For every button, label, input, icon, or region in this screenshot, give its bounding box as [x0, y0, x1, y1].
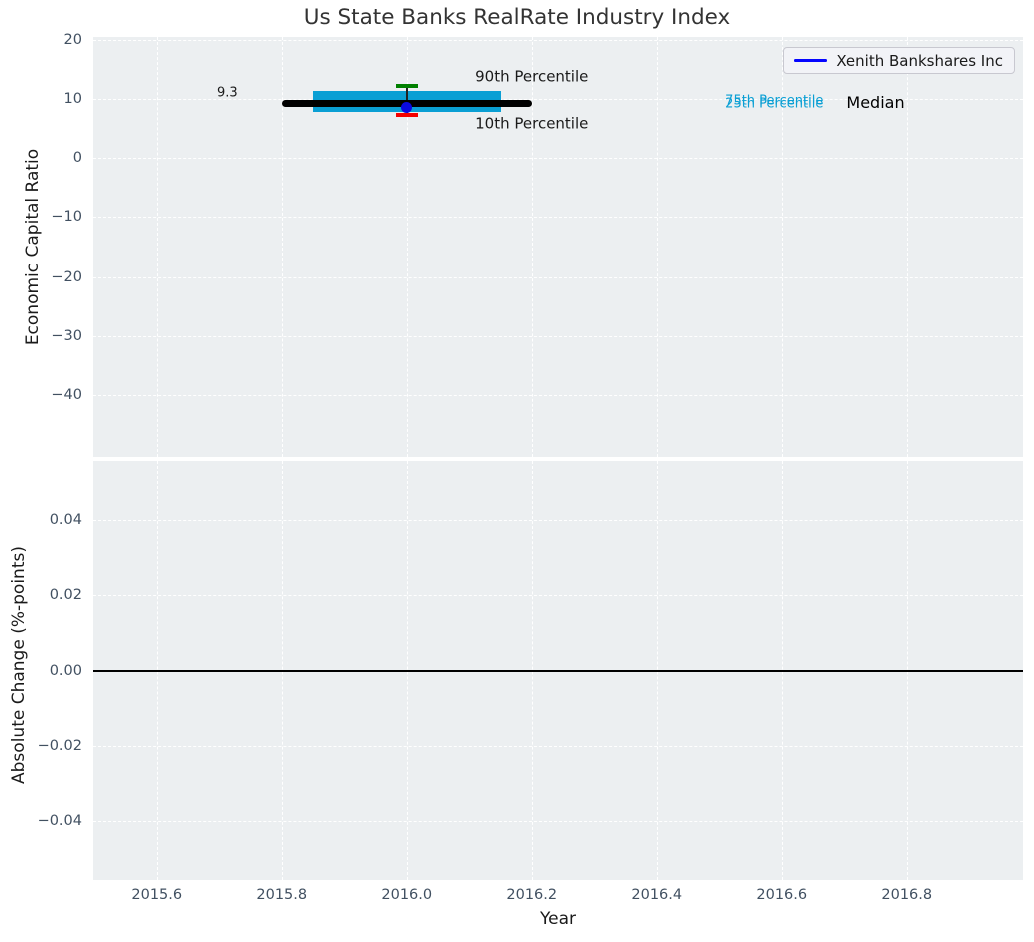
annotation-90th-percentile: 90th Percentile — [475, 67, 589, 86]
gridline-horizontal — [93, 158, 1023, 160]
x-tick-label: 2015.8 — [256, 887, 308, 903]
x-tick-label: 2016.0 — [381, 887, 433, 903]
x-tick-label: 2016.2 — [506, 887, 558, 903]
x-axis-label-year: Year — [540, 909, 576, 929]
gridline-vertical — [281, 37, 283, 457]
gridline-horizontal — [93, 39, 1023, 41]
gridline-horizontal — [93, 821, 1023, 823]
gridline-horizontal — [93, 276, 1023, 278]
y-tick-label: 10 — [63, 90, 82, 107]
gridline-horizontal — [93, 217, 1023, 219]
legend-line-swatch — [794, 59, 828, 62]
y-tick-label: −0.02 — [37, 737, 82, 754]
top-plot-area — [93, 37, 1023, 457]
annotation-10th-percentile: 10th Percentile — [475, 114, 589, 133]
y-tick-label: −0.04 — [37, 813, 82, 830]
bottom-plot-area — [93, 461, 1023, 880]
legend-label: Xenith Bankshares Inc — [836, 51, 1003, 70]
x-tick-label: 2016.6 — [756, 887, 808, 903]
gridline-vertical — [781, 37, 783, 457]
p10-tick — [395, 113, 418, 117]
gridline-horizontal — [93, 394, 1023, 396]
x-tick-label: 2016.8 — [881, 887, 933, 903]
x-tick-label: 2016.4 — [631, 887, 683, 903]
annotation-9-3: 9.3 — [217, 85, 238, 101]
y-tick-label: −40 — [51, 386, 82, 403]
annotation-median: Median — [846, 93, 905, 113]
gridline-vertical — [531, 37, 533, 457]
gridline-horizontal — [93, 745, 1023, 747]
gridline-horizontal — [93, 99, 1023, 101]
gridline-vertical — [406, 37, 408, 457]
gridline-horizontal — [93, 335, 1023, 337]
chart-title: Us State Banks RealRate Industry Index — [303, 5, 731, 30]
y-tick-label: −20 — [51, 268, 82, 285]
y-tick-label: −10 — [51, 209, 82, 226]
annotation-25th-percentile: 25th Percentile — [725, 96, 824, 112]
y-axis-label-absolute-change: Absolute Change (%-points) — [9, 546, 29, 784]
y-tick-label: 20 — [63, 31, 82, 48]
gridline-vertical — [906, 37, 908, 457]
y-tick-label: 0 — [72, 150, 82, 167]
gridline-horizontal — [93, 519, 1023, 521]
gridline-horizontal — [93, 595, 1023, 596]
gridline-vertical — [656, 37, 658, 457]
y-axis-label-economic-capital-ratio: Economic Capital Ratio — [23, 148, 43, 346]
y-tick-label: −30 — [51, 327, 82, 344]
x-tick-label: 2015.6 — [131, 887, 183, 903]
p90-tick — [395, 84, 418, 88]
annotation-75th-percentile: 75th Percentile — [725, 93, 824, 109]
y-tick-label: 0.02 — [49, 586, 82, 603]
zero-line — [93, 669, 1023, 672]
y-tick-label: 0.00 — [49, 662, 82, 679]
gridline-vertical — [156, 37, 158, 457]
legend: Xenith Bankshares Inc — [783, 47, 1015, 74]
company-data-point — [401, 101, 413, 113]
y-tick-label: 0.04 — [49, 511, 82, 528]
